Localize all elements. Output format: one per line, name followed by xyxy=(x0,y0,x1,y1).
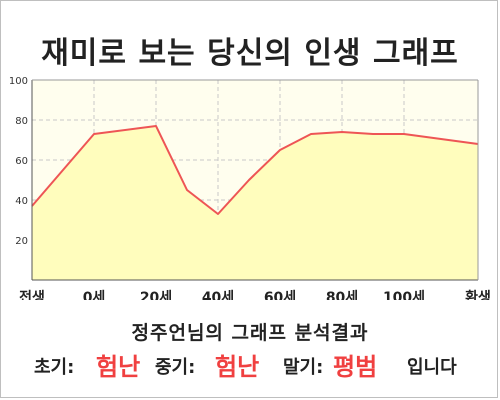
x-tick-label: 60세 xyxy=(264,290,296,300)
x-tick-label: 40세 xyxy=(202,290,234,300)
series-area xyxy=(32,126,478,280)
x-tick-label: 80세 xyxy=(326,290,358,300)
x-tick-label: 0세 xyxy=(83,290,106,300)
x-tick-label: 전생 xyxy=(19,289,45,300)
series-line xyxy=(31,125,479,215)
early-label: 초기: xyxy=(34,357,75,378)
y-tick-label: 100 xyxy=(9,76,28,87)
y-tick-label: 80 xyxy=(15,116,28,127)
life-graph-chart: 20 40 60 80 100 전생 0세 20세 40세 60세 80세 100세 환생 xyxy=(9,76,491,300)
y-tick-label: 40 xyxy=(15,196,28,207)
y-tick-label: 60 xyxy=(15,156,28,167)
x-tick-label: 20세 xyxy=(140,290,172,300)
x-tick-label: 100세 xyxy=(383,290,425,300)
mid-value: 험난 xyxy=(215,353,260,381)
result-heading: 정주언님의 그래프 분석결과 xyxy=(131,322,369,344)
chart-title: 재미로 보는 당신의 인생 그래프 xyxy=(41,36,459,71)
ending-text: 입니다 xyxy=(407,357,457,378)
late-value: 평범 xyxy=(333,353,378,381)
mid-label: 중기: xyxy=(155,357,196,378)
late-label: 말기: xyxy=(283,357,324,378)
x-tick-label: 환생 xyxy=(465,289,491,300)
early-value: 험난 xyxy=(96,353,141,381)
y-tick-label: 20 xyxy=(15,236,28,247)
result-line: 초기: 험난 중기: 험난 말기: 평범 입니다 xyxy=(0,345,500,381)
